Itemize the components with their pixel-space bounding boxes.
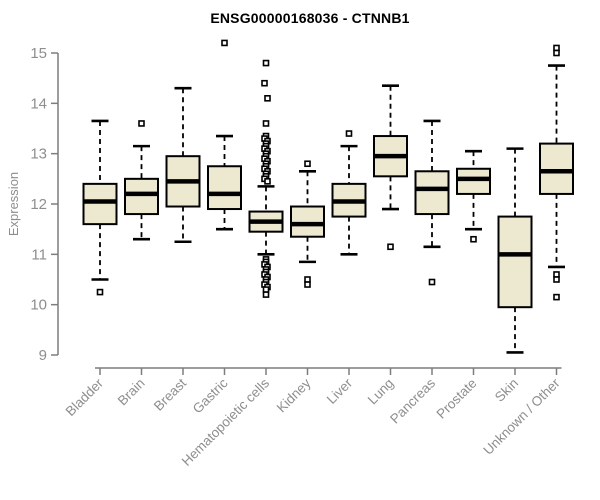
x-category-label: Bladder: [63, 375, 107, 419]
outlier-point: [264, 178, 271, 185]
outlier-point: [221, 39, 228, 47]
y-tick-label: 15: [30, 45, 47, 62]
outlier-point: [553, 49, 560, 57]
x-category-label: Skin: [492, 376, 521, 405]
y-tick-label: 12: [30, 196, 47, 213]
x-category-label: Pancreas: [387, 375, 438, 426]
box-gastric: [207, 165, 242, 211]
x-category-label: Gastric: [190, 375, 231, 416]
x-category-label: Breast: [151, 375, 189, 413]
outlier-point: [262, 120, 270, 127]
y-tick-label: 10: [30, 297, 47, 314]
outlier-point: [304, 281, 311, 288]
outlier-point: [264, 95, 271, 102]
x-category-label: Prostate: [433, 376, 479, 422]
box-pancreas: [414, 170, 450, 216]
box-bladder: [82, 182, 118, 226]
box-kidney: [290, 205, 325, 238]
outlier-point: [138, 120, 145, 127]
box-skin: [497, 215, 533, 309]
y-tick-label: 14: [30, 95, 47, 112]
outlier-point: [262, 59, 270, 67]
x-category-label: Liver: [324, 375, 356, 407]
outlier-point: [387, 243, 394, 251]
outlier-point: [470, 235, 477, 243]
y-tick-label: 11: [31, 246, 47, 263]
x-category-label: Lung: [365, 376, 397, 408]
box-unknown-other: [539, 142, 574, 195]
outlier-point: [428, 278, 436, 286]
y-tick-label: 9: [39, 347, 47, 364]
x-category-label: Brain: [115, 376, 148, 409]
outlier-point: [261, 79, 268, 87]
x-category-label: Kidney: [274, 375, 314, 415]
y-tick-label: 13: [30, 146, 47, 163]
box-prostate: [456, 167, 491, 195]
box-brain: [124, 177, 159, 216]
outlier-point: [345, 130, 353, 137]
x-category-label: Unknown / Other: [480, 375, 563, 458]
outlier-point: [304, 160, 311, 168]
outlier-point: [262, 291, 270, 298]
outlier-point: [553, 293, 560, 301]
outlier-point: [96, 288, 104, 296]
chart-title: ENSG00000168036 - CTNNB1: [210, 10, 410, 26]
outlier-point: [553, 276, 560, 283]
